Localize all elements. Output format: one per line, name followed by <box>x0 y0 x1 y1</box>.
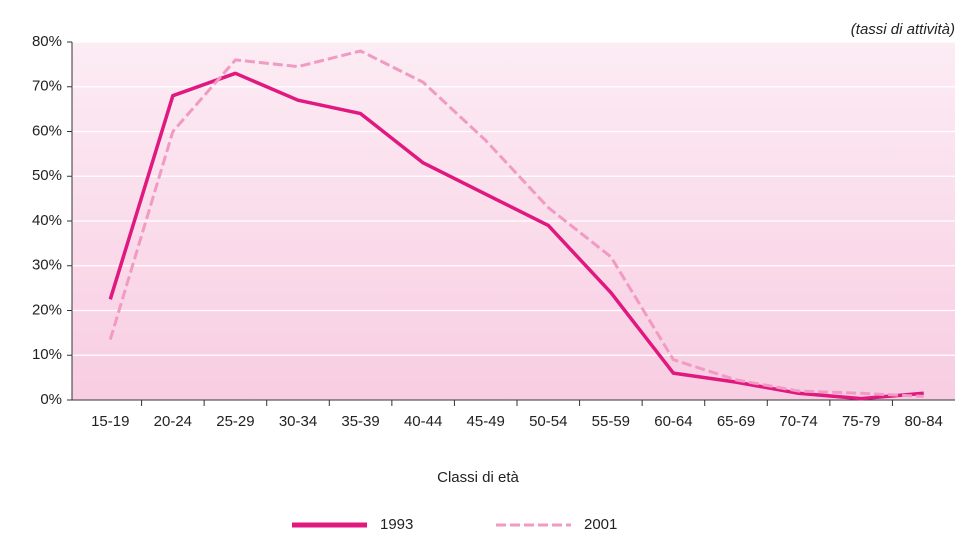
x-tick-label: 75-79 <box>842 413 880 430</box>
y-tick-label: 70% <box>32 78 62 95</box>
line-series <box>108 71 924 401</box>
x-tick-label: 80-84 <box>905 413 943 430</box>
x-tick-label: 25-29 <box>216 413 254 430</box>
x-tick-label: 60-64 <box>654 413 692 430</box>
y-tick-label: 40% <box>32 212 62 229</box>
y-tick-label: 10% <box>32 346 62 363</box>
y-tick-label: 60% <box>32 122 62 139</box>
line-series <box>108 49 924 398</box>
x-tick-label: 15-19 <box>91 413 129 430</box>
x-tick-label: 55-59 <box>592 413 630 430</box>
y-tick-label: 30% <box>32 257 62 274</box>
x-axis-label: Classi di età <box>437 469 519 486</box>
x-tick-label: 70-74 <box>779 413 817 430</box>
x-tick-label: 30-34 <box>279 413 317 430</box>
x-tick-label: 20-24 <box>154 413 192 430</box>
x-tick-label: 35-39 <box>341 413 379 430</box>
y-tick-label: 50% <box>32 167 62 184</box>
legend-label: 2001 <box>584 516 617 533</box>
x-tick-label: 65-69 <box>717 413 755 430</box>
legend-label: 1993 <box>380 516 413 533</box>
x-tick-label: 40-44 <box>404 413 442 430</box>
y-tick-label: 0% <box>40 391 62 408</box>
x-tick-label: 45-49 <box>467 413 505 430</box>
annotation: (tassi di attività) <box>851 21 955 38</box>
y-tick-label: 80% <box>32 33 62 50</box>
x-tick-label: 50-54 <box>529 413 567 430</box>
y-tick-label: 20% <box>32 301 62 318</box>
